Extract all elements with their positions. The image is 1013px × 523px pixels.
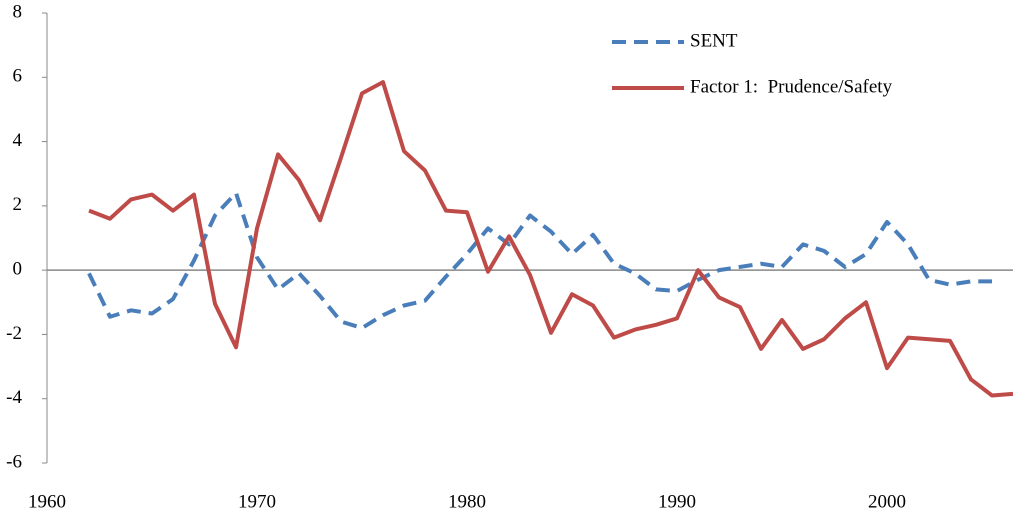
- x-tick-label: 1990: [658, 491, 696, 512]
- x-tick-label: 2000: [868, 491, 906, 512]
- x-tick-label: 1980: [448, 491, 486, 512]
- x-tick-label: 1960: [28, 491, 66, 512]
- y-tick-label: 0: [13, 259, 23, 280]
- y-tick-label: -4: [6, 387, 22, 408]
- series-line: [88, 80, 1013, 398]
- y-tick-label: 8: [13, 1, 23, 22]
- y-tick-label: -6: [6, 451, 22, 472]
- x-tick-label: 1970: [238, 491, 276, 512]
- y-tick-label: -2: [6, 323, 22, 344]
- series-line: [87, 191, 992, 330]
- legend-label: Factor 1: Prudence/Safety: [690, 76, 893, 97]
- y-tick-label: 6: [13, 66, 23, 87]
- legend-label: SENT: [690, 30, 738, 51]
- y-tick-label: 2: [13, 194, 23, 215]
- y-tick-label: 4: [13, 130, 23, 151]
